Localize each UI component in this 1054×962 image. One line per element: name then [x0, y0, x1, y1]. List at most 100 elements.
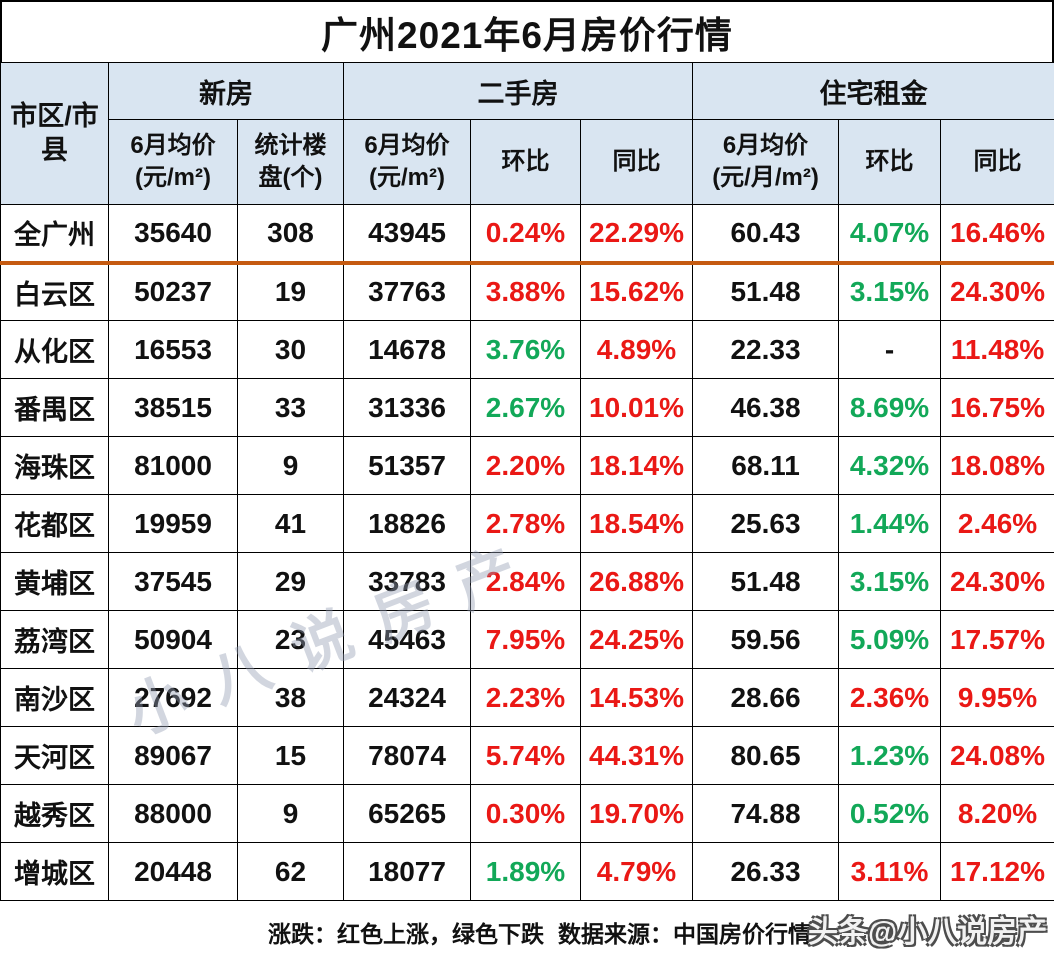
author-credit-watermark: 头条@小八说房产	[808, 907, 1047, 951]
new-avg-price-cell: 37545	[109, 553, 238, 611]
rent-mom-cell: 0.52%	[839, 785, 941, 843]
rent-mom-cell: 1.23%	[839, 727, 941, 785]
new-avg-price-cell: 38515	[109, 379, 238, 437]
used-mom-cell: 5.74%	[471, 727, 581, 785]
new-listing-count-cell: 308	[238, 205, 344, 263]
used-yoy-cell: 44.31%	[581, 727, 693, 785]
region-name-cell: 越秀区	[1, 785, 109, 843]
used-yoy-cell: 22.29%	[581, 205, 693, 263]
rent-mom-cell: 1.44%	[839, 495, 941, 553]
new-avg-price-cell: 16553	[109, 321, 238, 379]
housing-price-table: 市区/市 县 新房 二手房 住宅租金 6月均价 (元/m²) 统计楼 盘(个) …	[0, 62, 1054, 901]
region-name-cell: 南沙区	[1, 669, 109, 727]
col-rent-avg-price: 6月均价 (元/月/m²)	[693, 120, 839, 205]
new-listing-count-cell: 23	[238, 611, 344, 669]
rent-avg-price-cell: 80.65	[693, 727, 839, 785]
used-avg-price-cell: 33783	[344, 553, 471, 611]
rent-mom-cell: 3.11%	[839, 843, 941, 901]
rent-avg-price-cell: 51.48	[693, 263, 839, 321]
rent-avg-price-cell: 25.63	[693, 495, 839, 553]
col-new-avg-price: 6月均价 (元/m²)	[109, 120, 238, 205]
rent-avg-price-cell: 22.33	[693, 321, 839, 379]
table-row: 黄埔区 37545 29 33783 2.84% 26.88% 51.48 3.…	[1, 553, 1054, 611]
rent-yoy-cell: 8.20%	[941, 785, 1054, 843]
rent-yoy-cell: 24.30%	[941, 553, 1054, 611]
table-row: 从化区 16553 30 14678 3.76% 4.89% 22.33 - 1…	[1, 321, 1054, 379]
used-mom-cell: 1.89%	[471, 843, 581, 901]
new-listing-count-cell: 33	[238, 379, 344, 437]
used-yoy-cell: 14.53%	[581, 669, 693, 727]
new-listing-count-cell: 38	[238, 669, 344, 727]
used-mom-cell: 3.88%	[471, 263, 581, 321]
table-header: 市区/市 县 新房 二手房 住宅租金 6月均价 (元/m²) 统计楼 盘(个) …	[1, 63, 1054, 205]
table-row: 番禺区 38515 33 31336 2.67% 10.01% 46.38 8.…	[1, 379, 1054, 437]
rent-yoy-cell: 17.57%	[941, 611, 1054, 669]
rent-yoy-cell: 16.46%	[941, 205, 1054, 263]
new-listing-count-cell: 29	[238, 553, 344, 611]
rent-avg-price-cell: 59.56	[693, 611, 839, 669]
col-used-mom: 环比	[471, 120, 581, 205]
group-residential-rent: 住宅租金	[693, 63, 1054, 120]
new-avg-price-cell: 35640	[109, 205, 238, 263]
new-avg-price-cell: 89067	[109, 727, 238, 785]
used-avg-price-cell: 18826	[344, 495, 471, 553]
used-yoy-cell: 4.79%	[581, 843, 693, 901]
row-header-cell: 市区/市 县	[1, 63, 109, 205]
region-name-cell: 增城区	[1, 843, 109, 901]
table-row: 越秀区 88000 9 65265 0.30% 19.70% 74.88 0.5…	[1, 785, 1054, 843]
region-name-cell: 从化区	[1, 321, 109, 379]
col-rent-mom: 环比	[839, 120, 941, 205]
used-mom-cell: 0.30%	[471, 785, 581, 843]
rent-mom-cell: 4.32%	[839, 437, 941, 495]
used-avg-price-cell: 14678	[344, 321, 471, 379]
new-listing-count-cell: 30	[238, 321, 344, 379]
rent-yoy-cell: 18.08%	[941, 437, 1054, 495]
used-yoy-cell: 4.89%	[581, 321, 693, 379]
rent-yoy-cell: 11.48%	[941, 321, 1054, 379]
region-name-cell: 白云区	[1, 263, 109, 321]
footer: 涨跌：红色上涨，绿色下跌 数据来源：中国房价行情 头条@小八说房产	[0, 901, 1054, 962]
rent-yoy-cell: 24.08%	[941, 727, 1054, 785]
rent-avg-price-cell: 46.38	[693, 379, 839, 437]
table-row: 花都区 19959 41 18826 2.78% 18.54% 25.63 1.…	[1, 495, 1054, 553]
rent-avg-price-cell: 74.88	[693, 785, 839, 843]
rent-avg-price-cell: 60.43	[693, 205, 839, 263]
region-name-cell: 黄埔区	[1, 553, 109, 611]
table-row: 海珠区 81000 9 51357 2.20% 18.14% 68.11 4.3…	[1, 437, 1054, 495]
table-row: 全广州 35640 308 43945 0.24% 22.29% 60.43 4…	[1, 205, 1054, 263]
used-yoy-cell: 19.70%	[581, 785, 693, 843]
rent-mom-cell: 8.69%	[839, 379, 941, 437]
used-avg-price-cell: 51357	[344, 437, 471, 495]
used-avg-price-cell: 37763	[344, 263, 471, 321]
rent-avg-price-cell: 26.33	[693, 843, 839, 901]
used-avg-price-cell: 24324	[344, 669, 471, 727]
rent-mom-cell: 3.15%	[839, 553, 941, 611]
used-avg-price-cell: 45463	[344, 611, 471, 669]
used-yoy-cell: 15.62%	[581, 263, 693, 321]
used-avg-price-cell: 31336	[344, 379, 471, 437]
used-mom-cell: 2.84%	[471, 553, 581, 611]
rent-yoy-cell: 16.75%	[941, 379, 1054, 437]
used-mom-cell: 2.23%	[471, 669, 581, 727]
new-avg-price-cell: 20448	[109, 843, 238, 901]
rent-avg-price-cell: 28.66	[693, 669, 839, 727]
new-avg-price-cell: 88000	[109, 785, 238, 843]
used-mom-cell: 2.78%	[471, 495, 581, 553]
used-avg-price-cell: 78074	[344, 727, 471, 785]
region-name-cell: 全广州	[1, 205, 109, 263]
used-yoy-cell: 24.25%	[581, 611, 693, 669]
new-listing-count-cell: 9	[238, 785, 344, 843]
used-mom-cell: 7.95%	[471, 611, 581, 669]
new-avg-price-cell: 50904	[109, 611, 238, 669]
group-secondhand-homes: 二手房	[344, 63, 693, 120]
region-name-cell: 荔湾区	[1, 611, 109, 669]
used-yoy-cell: 18.14%	[581, 437, 693, 495]
used-avg-price-cell: 65265	[344, 785, 471, 843]
rent-yoy-cell: 2.46%	[941, 495, 1054, 553]
used-avg-price-cell: 18077	[344, 843, 471, 901]
table-row: 荔湾区 50904 23 45463 7.95% 24.25% 59.56 5.…	[1, 611, 1054, 669]
table-row: 白云区 50237 19 37763 3.88% 15.62% 51.48 3.…	[1, 263, 1054, 321]
rent-yoy-cell: 17.12%	[941, 843, 1054, 901]
page-title: 广州2021年6月房价行情	[0, 0, 1054, 62]
col-used-avg-price: 6月均价 (元/m²)	[344, 120, 471, 205]
